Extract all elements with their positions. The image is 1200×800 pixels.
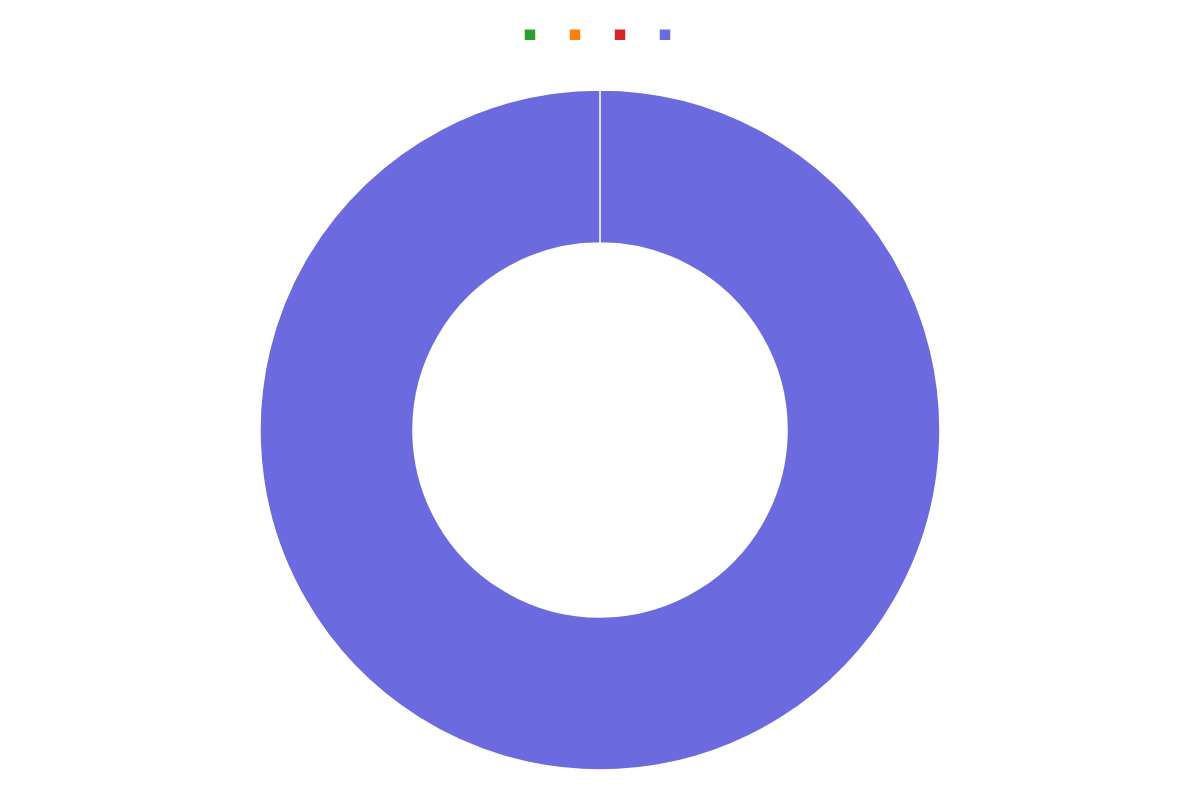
svg-text:​​​​: ​​​​ — [685, 28, 686, 42]
svg-text:​​: ​​ — [595, 28, 596, 42]
svg-text:​: ​ — [550, 28, 551, 42]
svg-text:​​​: ​​​ — [640, 28, 641, 42]
